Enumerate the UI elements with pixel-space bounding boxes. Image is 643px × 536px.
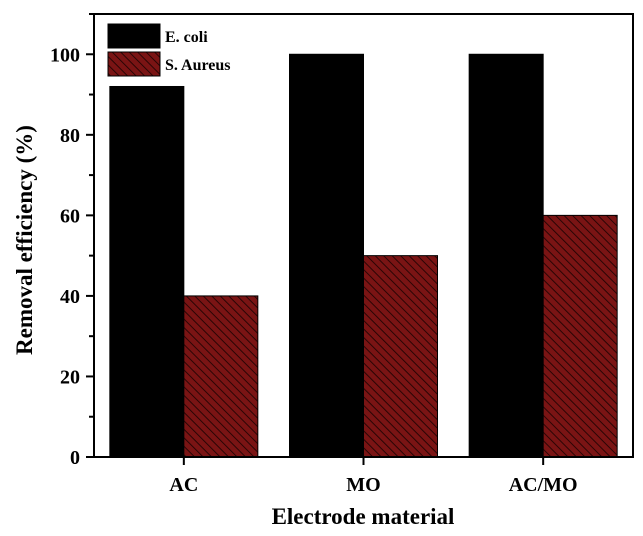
x-axis-label: Electrode material xyxy=(272,504,455,529)
bar-s-aureus-mo xyxy=(363,255,438,458)
legend-label-s-aureus: S. Aureus xyxy=(165,57,231,74)
x-tick-label: AC/MO xyxy=(509,474,578,496)
y-axis-label: Removal efficiency (%) xyxy=(12,125,37,355)
y-tick-label: 40 xyxy=(60,286,80,308)
x-tick-label: MO xyxy=(346,474,380,496)
legend-swatch-s-aureus xyxy=(107,51,161,77)
y-axis: 0 20 40 60 80 100 xyxy=(50,13,94,469)
legend-swatch-e-coli xyxy=(107,23,161,49)
x-tick-label: AC xyxy=(169,474,198,496)
y-tick-label: 80 xyxy=(60,125,80,147)
y-tick-label: 100 xyxy=(50,44,80,66)
bars-group xyxy=(109,53,618,458)
x-axis: AC MO AC/MO xyxy=(169,457,578,496)
y-tick-label: 60 xyxy=(60,205,80,227)
y-tick-label: 0 xyxy=(70,447,80,469)
bar-s-aureus-ac-mo xyxy=(542,214,618,458)
bar-e-coli-ac xyxy=(109,85,185,458)
y-tick-label: 20 xyxy=(60,366,80,388)
bar-e-coli-mo xyxy=(289,53,364,458)
legend-label-e-coli: E. coli xyxy=(165,29,208,46)
bar-e-coli-ac-mo xyxy=(468,53,544,458)
bar-s-aureus-ac xyxy=(183,295,259,458)
legend: E. coli S. Aureus xyxy=(107,23,231,77)
